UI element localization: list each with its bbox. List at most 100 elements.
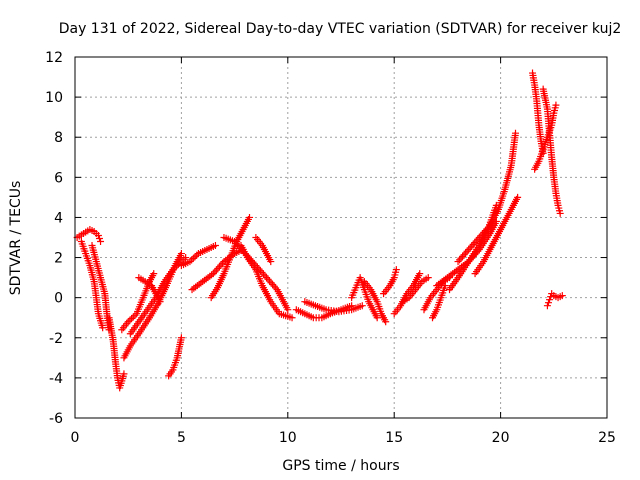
data-point [232, 239, 240, 247]
series-arc-28 [471, 193, 522, 278]
x-tick-label: 15 [385, 430, 403, 446]
data-point [460, 251, 468, 259]
y-tick-label: 6 [54, 170, 63, 186]
data-point [466, 244, 474, 252]
plot-frame [74, 56, 608, 419]
data-point [465, 246, 473, 254]
series-arc-19 [360, 278, 390, 326]
data-point [188, 256, 196, 264]
data-point [457, 254, 465, 262]
data-point [177, 250, 185, 258]
data-point [463, 247, 471, 255]
series-arc-22 [399, 274, 432, 306]
series-arc-24 [429, 282, 449, 322]
series-arc-10 [177, 242, 219, 270]
y-tick-label: -4 [49, 371, 63, 387]
x-tick-label: 0 [71, 430, 80, 446]
x-tick-label: 20 [492, 430, 510, 446]
data-point [267, 279, 275, 287]
series-arc-30 [531, 101, 560, 173]
data-point [218, 259, 226, 267]
data-point [128, 315, 136, 323]
y-tick-label: -2 [49, 331, 63, 347]
data-point [191, 253, 199, 261]
series-arc-21 [390, 270, 424, 318]
series-arc-20 [380, 266, 400, 298]
data-point [441, 282, 449, 290]
data-point [186, 258, 194, 266]
data-point [261, 272, 269, 280]
data-point [272, 284, 280, 292]
data-points [73, 69, 566, 392]
data-point [358, 302, 366, 310]
data-point [99, 324, 107, 332]
data-point [454, 258, 462, 266]
series-arc-15 [252, 234, 275, 266]
x-tick-label: 25 [598, 430, 616, 446]
data-point [189, 254, 197, 262]
series-arc-07 [126, 254, 190, 338]
data-point [288, 314, 296, 322]
data-point [97, 238, 105, 246]
series-arc-12 [207, 213, 253, 302]
data-point [95, 235, 103, 243]
data-point [214, 264, 222, 272]
series-arc-32 [543, 290, 566, 310]
y-tick-label: -6 [49, 411, 63, 427]
data-point [543, 302, 551, 310]
data-point [475, 234, 483, 241]
data-point [474, 235, 482, 243]
data-point [182, 254, 190, 262]
data-point [382, 318, 390, 326]
data-point [459, 252, 467, 260]
data-point [211, 242, 219, 250]
data-point [478, 230, 486, 238]
data-point [217, 261, 225, 269]
data-point [263, 274, 271, 282]
y-tick-label: 2 [54, 251, 63, 267]
data-point [267, 258, 275, 266]
series-arc-14 [237, 242, 296, 322]
series-arc-27 [454, 129, 519, 266]
data-point [215, 263, 223, 271]
x-tick-label: 5 [177, 430, 186, 446]
series-arc-31 [539, 85, 564, 217]
series-arc-08 [135, 274, 164, 306]
data-point [120, 370, 128, 378]
data-point [209, 270, 217, 278]
x-tick-label: 10 [279, 430, 297, 446]
y-tick-label: 10 [45, 90, 63, 106]
series-arc-02 [77, 238, 107, 332]
data-point [556, 209, 564, 217]
x-axis-title: GPS time / hours [282, 458, 399, 474]
data-point [150, 270, 158, 278]
series-arc-17 [301, 298, 366, 316]
data-point [472, 237, 480, 245]
data-point [131, 311, 139, 319]
data-point [462, 249, 470, 257]
data-point [373, 314, 381, 322]
data-point [484, 223, 492, 231]
series-arc-01 [73, 225, 105, 246]
data-point [480, 228, 488, 236]
data-point [231, 238, 239, 246]
data-point [124, 318, 132, 326]
data-point [471, 239, 479, 247]
axis-ticks [74, 56, 608, 419]
data-point [511, 129, 519, 137]
grid-lines [75, 57, 607, 418]
data-point [193, 251, 201, 259]
data-point [468, 242, 476, 250]
data-point [284, 306, 292, 314]
y-tick-label: 0 [54, 291, 63, 307]
series-arc-04 [105, 314, 128, 392]
data-point [483, 225, 491, 233]
data-point [211, 268, 219, 276]
data-point [456, 256, 464, 264]
data-point [481, 227, 489, 235]
data-point [129, 313, 137, 321]
data-point [544, 299, 552, 307]
